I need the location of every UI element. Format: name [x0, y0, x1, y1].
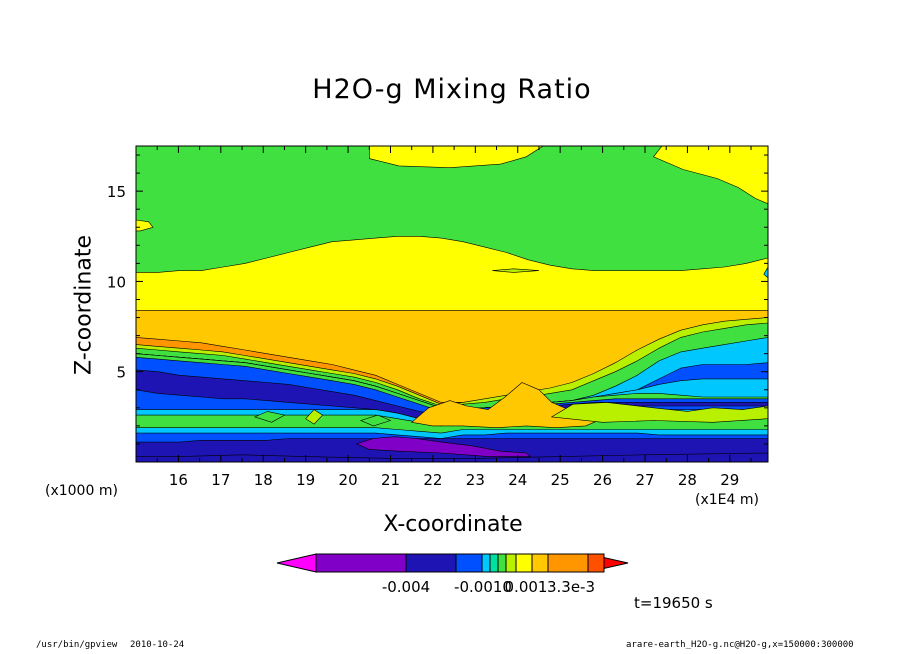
contour-patch	[136, 219, 154, 232]
x-tick-label: 16	[169, 471, 188, 489]
colorbar-label: 0.001	[505, 578, 548, 596]
x-tick-label: 26	[593, 471, 612, 489]
y-tick-label: 15	[107, 183, 126, 201]
colorbar-segment	[405, 553, 457, 573]
plot-area	[136, 146, 768, 462]
x-tick-label: 23	[466, 471, 485, 489]
x-tick-label: 19	[296, 471, 315, 489]
y-tick-label: 5	[116, 364, 126, 382]
colorbar-segment	[531, 553, 549, 573]
time-label: t=19650 s	[634, 594, 713, 612]
colorbar-segment	[587, 553, 605, 573]
contour-patch	[253, 411, 286, 423]
colorbar-label: -0.0010	[454, 578, 512, 596]
x-tick-label: 22	[423, 471, 442, 489]
colorbar-label: 3.3e-3	[547, 578, 595, 596]
x-tick-label: 29	[720, 471, 739, 489]
colorbar-segment	[315, 553, 407, 573]
x-unit-note: (x1E4 m)	[695, 492, 759, 508]
x-tick-label: 28	[678, 471, 697, 489]
chart-title: H2O-g Mixing Ratio	[312, 74, 592, 105]
contour-patch	[359, 414, 392, 427]
colorbar-segment	[489, 553, 499, 573]
colorbar-segment	[547, 553, 589, 573]
contour-patch	[368, 146, 544, 169]
contour-patch	[492, 268, 540, 273]
colorbar-segment	[515, 553, 533, 573]
source-file-label: arare-earth_H2O-g.nc@H2O-g,x=150000:3000…	[626, 640, 854, 650]
x-axis-label-text: X-coordinate	[383, 512, 523, 537]
contour-patch	[305, 409, 324, 425]
y-unit-note: (x1000 m)	[45, 483, 118, 499]
contour-patch	[355, 436, 532, 457]
x-tick-label: 25	[551, 471, 570, 489]
colorbar-segment	[455, 553, 483, 573]
colorbar-segment	[481, 553, 491, 573]
command-path: /usr/bin/gpview	[36, 640, 118, 650]
colorbar-segment	[497, 553, 507, 573]
colorbar-segment	[505, 553, 517, 573]
y-tick-label: 10	[107, 273, 126, 291]
x-tick-label: 24	[508, 471, 527, 489]
x-tick-label: 17	[211, 471, 230, 489]
plot-frame	[135, 145, 769, 463]
contour-patch	[763, 266, 768, 279]
colorbar-arrow-low	[276, 553, 317, 573]
x-tick-label: 21	[381, 471, 400, 489]
x-tick-label: 20	[339, 471, 358, 489]
contour-patch	[653, 146, 768, 205]
x-tick-label: 27	[635, 471, 654, 489]
axes: 16 17 18 19 20 21 22 23 24 25 26 27 28 29 5 10 15	[107, 145, 769, 489]
plot-date: 2010-10-24	[130, 640, 185, 650]
colorbar-label: -0.004	[382, 578, 430, 596]
contour-patch	[550, 402, 768, 423]
x-tick-label: 18	[254, 471, 273, 489]
x-axis-label: X-coordinate	[0, 512, 904, 537]
contour-fills	[136, 146, 768, 462]
